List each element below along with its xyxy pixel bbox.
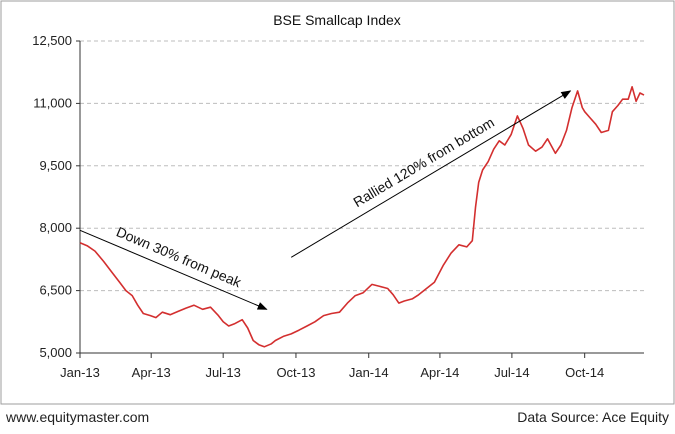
- x-tick-label: Jul-13: [205, 365, 240, 380]
- y-tick-label: 12,500: [32, 33, 72, 48]
- y-tick-label: 11,000: [33, 95, 72, 110]
- series-line-bse-smallcap: [79, 86, 645, 348]
- chart-border: [0, 0, 675, 405]
- y-tick-label: 8,000: [39, 220, 72, 235]
- y-tick-label: 5,000: [39, 345, 72, 360]
- x-tick-label: Apr-13: [132, 365, 171, 380]
- chart-title: BSE Smallcap Index: [273, 12, 401, 28]
- x-tick-label: Jan-13: [60, 365, 100, 380]
- x-tick-label: Oct-14: [565, 365, 604, 380]
- annotation-rallied-120-arrow: [290, 90, 572, 258]
- x-axis: Jan-13 Apr-13 Jul-13 Oct-13 Jan-14 Apr-14 Jul-…: [60, 352, 644, 380]
- x-tick-label: Apr-14: [420, 365, 459, 380]
- annotation-down-30-arrow: [79, 229, 268, 310]
- footer-data-source: Data Source: Ace Equity: [517, 409, 669, 425]
- y-tick-label: 9,500: [39, 158, 72, 173]
- x-tick-label: Jan-14: [349, 365, 389, 380]
- y-tick-label: 6,500: [39, 283, 72, 298]
- x-tick-label: Oct-13: [276, 365, 315, 380]
- footer-website: www.equitymaster.com: [5, 409, 149, 425]
- y-axis: 5,000 6,500 8,000 9,500 11,000 12,500: [32, 33, 81, 360]
- x-tick-label: Jul-14: [494, 365, 529, 380]
